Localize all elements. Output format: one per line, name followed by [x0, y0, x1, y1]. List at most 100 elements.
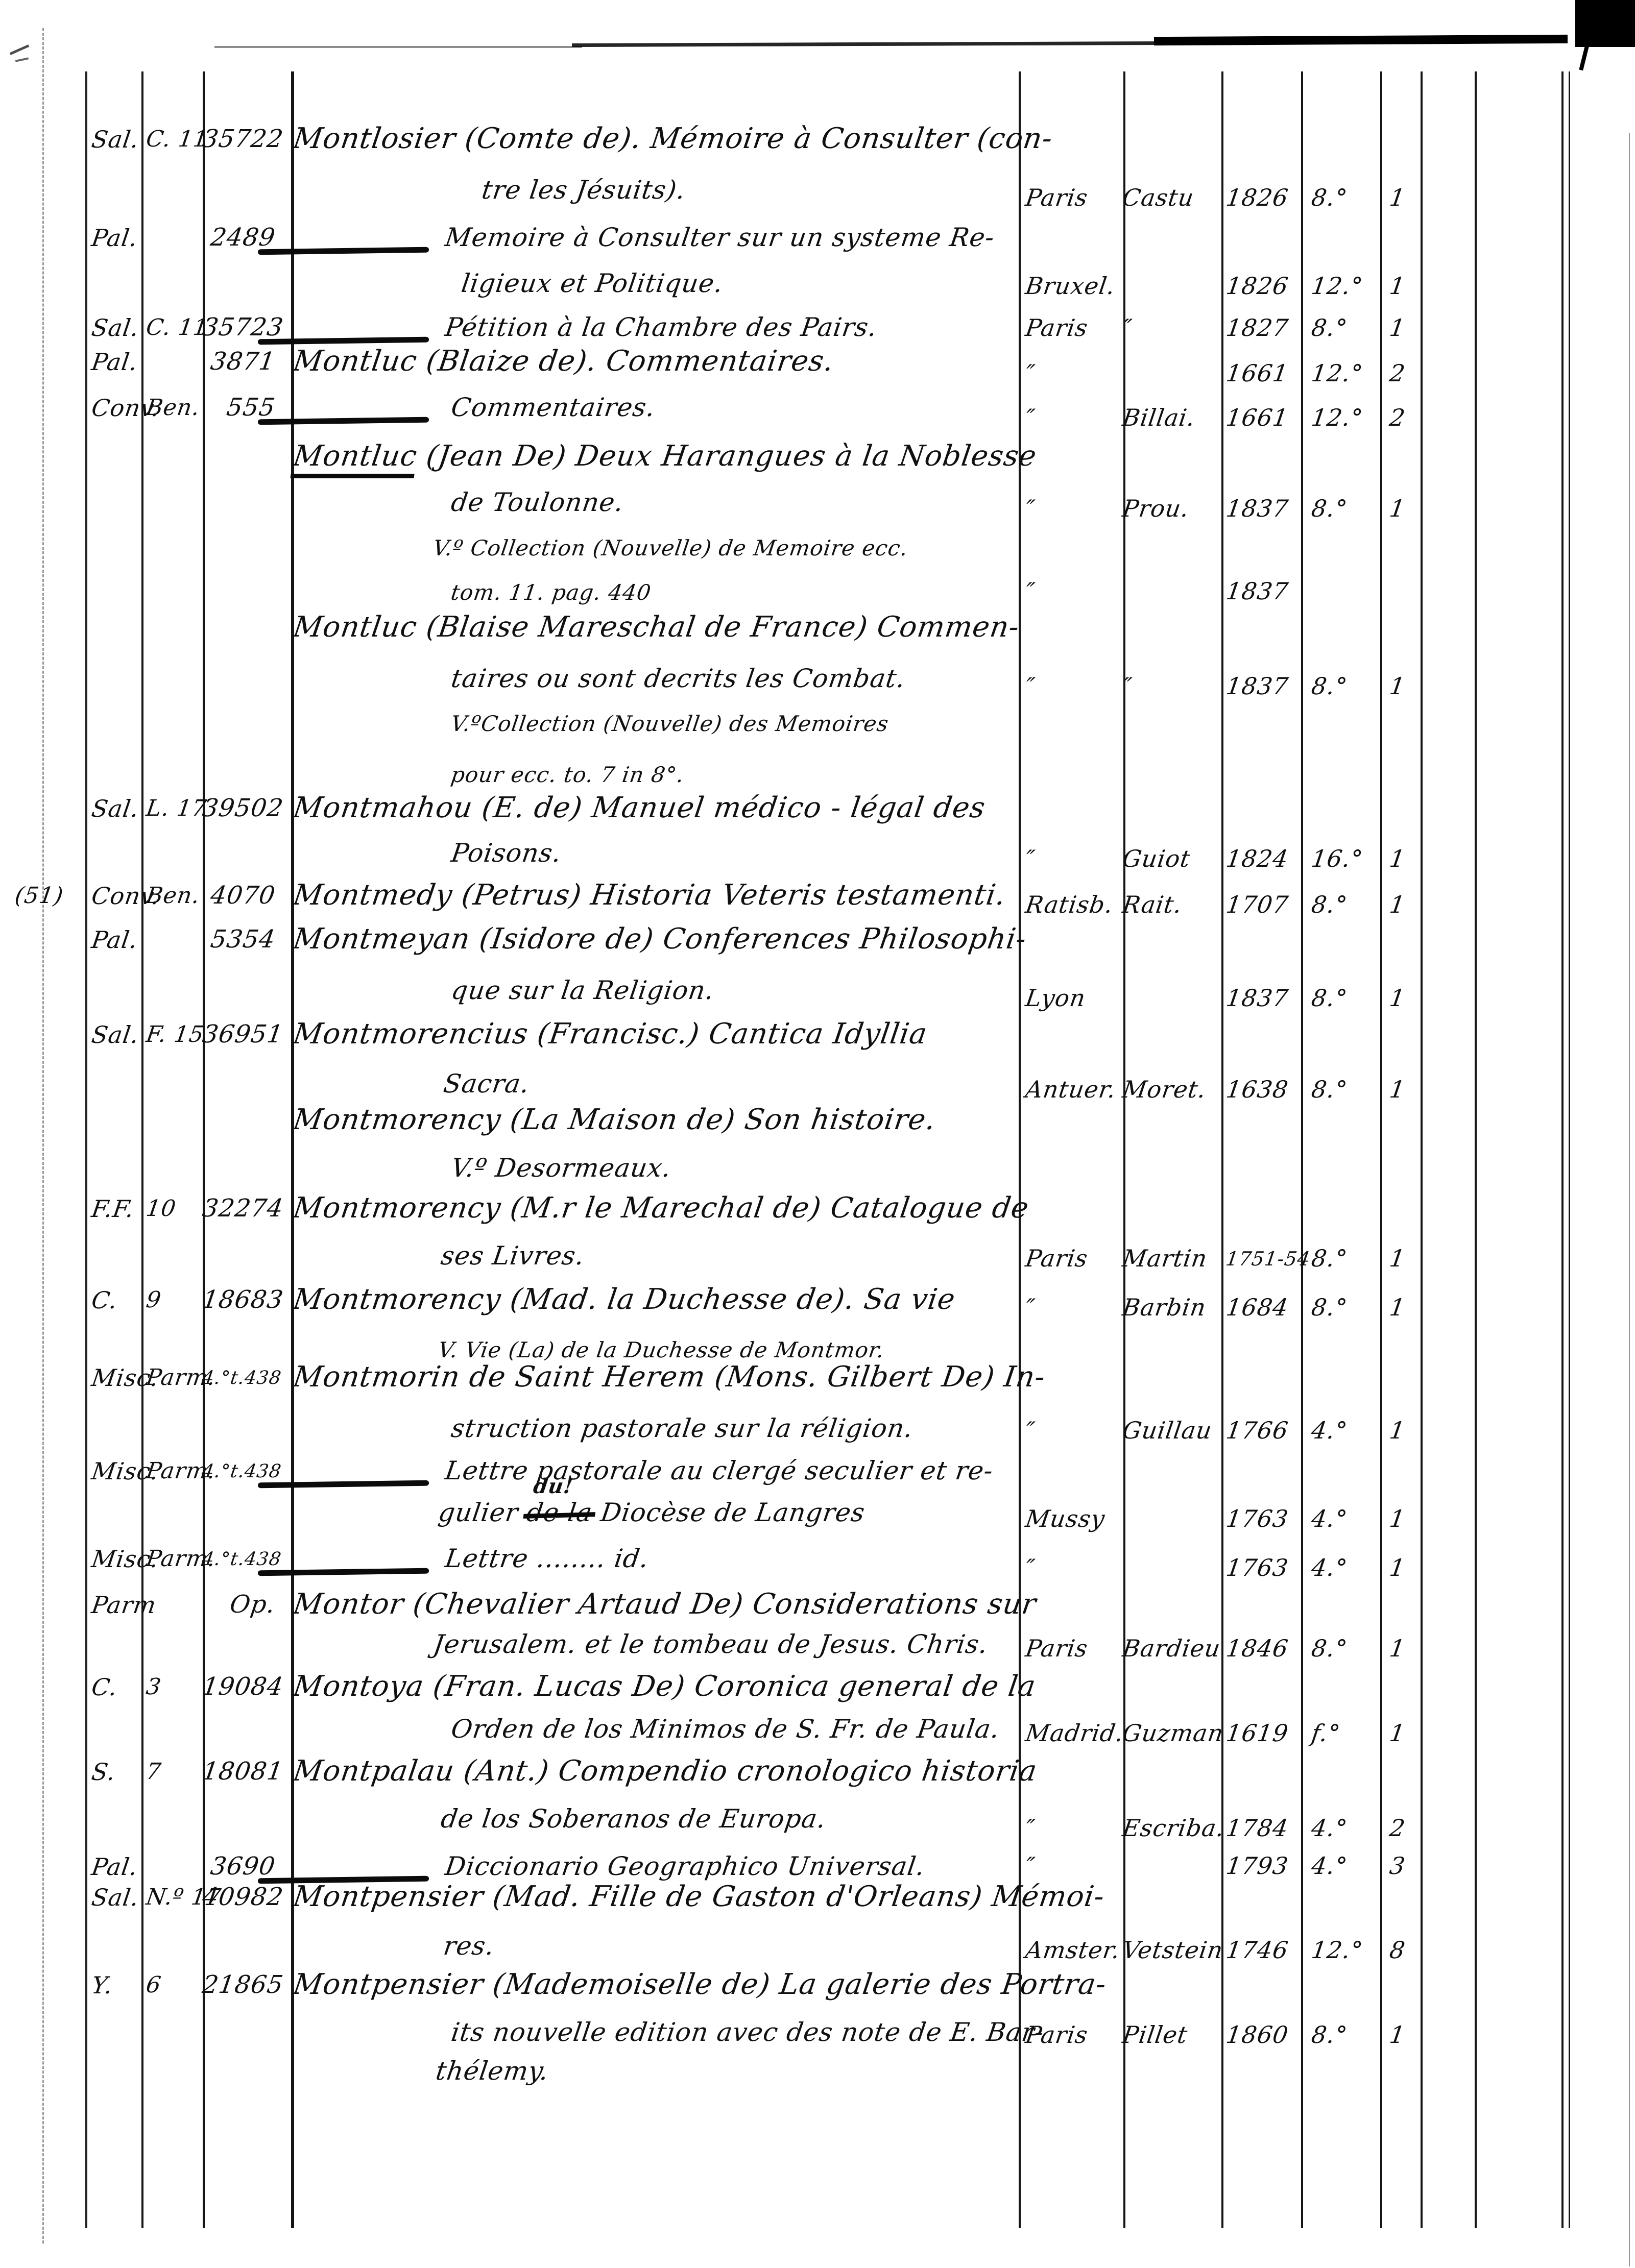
- column-rule: [141, 71, 143, 2228]
- entry-place: Paris: [1024, 1635, 1090, 1662]
- entry-format: 12.°: [1310, 404, 1365, 431]
- entry-place: Paris: [1024, 184, 1090, 211]
- entry-number: 4.°t.438: [201, 1549, 283, 1570]
- entry-title-line: V.ºCollection (Nouvelle) des Memoires: [449, 711, 891, 736]
- entry-year: 1763: [1224, 1554, 1290, 1581]
- entry-number: 35722: [201, 125, 285, 153]
- entry-copies: 1: [1388, 1294, 1407, 1321]
- entry-shelf: 7: [145, 1759, 163, 1785]
- entry-shelf: Ben.: [145, 395, 202, 421]
- entry-publisher: Moret.: [1121, 1076, 1208, 1103]
- entry-place: ″: [1024, 845, 1037, 872]
- entry-number: 3690: [208, 1852, 277, 1881]
- entry-format: 4.°: [1310, 1505, 1350, 1532]
- entry-location: F.F.: [90, 1195, 136, 1223]
- entry-title-line: Lettre ........ id.: [443, 1544, 651, 1573]
- entry-copies: 2: [1388, 1814, 1407, 1842]
- entry-publisher: Vetstein: [1121, 1936, 1225, 1964]
- entry-title-line: Sacra.: [442, 1069, 532, 1099]
- entry-year: 1707: [1224, 891, 1290, 918]
- entry-copies: 1: [1388, 1245, 1407, 1272]
- repeat-author-dash: [257, 247, 429, 255]
- entry-place: Bruxel.: [1024, 272, 1117, 300]
- scan-smear: [571, 41, 1165, 47]
- entry-place: ″: [1024, 1417, 1037, 1444]
- column-rule: [1561, 71, 1564, 2228]
- entry-publisher: ″: [1121, 314, 1134, 342]
- entry-copies: 3: [1388, 1852, 1407, 1880]
- entry-place: ″: [1024, 577, 1037, 605]
- entry-publisher: Prou.: [1121, 495, 1191, 522]
- entry-shelf: 9: [145, 1287, 163, 1313]
- entry-year: 1824: [1224, 845, 1290, 872]
- entry-number: 35723: [201, 313, 285, 342]
- repeat-author-dash: [257, 1568, 429, 1576]
- entry-copies: 1: [1388, 1719, 1407, 1747]
- entry-place: Amster.: [1024, 1936, 1122, 1964]
- entry-place: Madrid.: [1024, 1719, 1126, 1747]
- entry-number: 5354: [208, 925, 277, 954]
- entry-shelf: 6: [145, 1972, 163, 1998]
- entry-place: Paris: [1024, 314, 1090, 342]
- entry-title-line: Montluc (Blaise Mareschal de France) Com…: [291, 611, 1022, 644]
- entry-location: Pal.: [90, 224, 140, 252]
- entry-number: 18683: [201, 1285, 285, 1314]
- entry-number: 3871: [208, 347, 277, 376]
- entry-title-line: Jerusalem. et le tombeau de Jesus. Chris…: [431, 1629, 990, 1659]
- entry-title-line: Montpensier (Mad. Fille de Gaston d'Orle…: [291, 1880, 1107, 1913]
- entry-place: ″: [1024, 404, 1037, 431]
- entry-year: 1837: [1224, 495, 1290, 522]
- entry-copies: 2: [1388, 359, 1407, 387]
- entry-title-line: V.º Collection (Nouvelle) de Memoire ecc…: [431, 535, 910, 560]
- entry-title-line: Montluc (Jean De) Deux Harangues à la No…: [290, 440, 1039, 478]
- entry-title-line: V. Vie (La) de la Duchesse de Montmor.: [437, 1337, 886, 1362]
- entry-title-line: ligieux et Politique.: [460, 269, 726, 298]
- entry-copies: 1: [1388, 1417, 1407, 1444]
- column-rule: [203, 71, 205, 2228]
- entry-place: Paris: [1024, 2021, 1090, 2048]
- entry-title-line: Montmeyan (Isidore de) Conferences Philo…: [291, 922, 1029, 956]
- entry-format: 4.°: [1310, 1554, 1350, 1581]
- entry-copies: 1: [1388, 184, 1407, 211]
- entry-copies: 1: [1388, 984, 1407, 1012]
- entry-number: 40982: [201, 1883, 285, 1911]
- scan-blob-tail: [1579, 45, 1589, 71]
- entry-title-line: Montluc (Blaize de). Commentaires.: [291, 345, 836, 378]
- column-rule: [1123, 71, 1125, 2228]
- entry-format: 8.°: [1310, 184, 1350, 211]
- entry-year: 1826: [1224, 184, 1290, 211]
- entry-year: 1746: [1224, 1936, 1290, 1964]
- entry-title-line: thélemy.: [434, 2056, 551, 2086]
- page-edge-line: [1629, 133, 1630, 2266]
- entry-copies: 1: [1388, 1076, 1407, 1103]
- inserted-correction: du!: [532, 1474, 575, 1498]
- entry-number: 21865: [201, 1970, 285, 1999]
- entry-copies: 8: [1388, 1936, 1407, 1964]
- entry-title-line: gulier de la du! Diocèse de Langres: [437, 1474, 867, 1527]
- entry-publisher: Bardieu: [1121, 1635, 1222, 1662]
- entry-place: ″: [1024, 495, 1037, 522]
- entry-place: Antuer.: [1024, 1076, 1118, 1103]
- scan-smear: [1153, 34, 1568, 46]
- entry-title-line: Montoya (Fran. Lucas De) Coronica genera…: [291, 1670, 1038, 1703]
- margin-rule: [42, 28, 44, 2243]
- entry-format: 8.°: [1310, 984, 1350, 1012]
- column-rule: [1221, 71, 1223, 2228]
- entry-shelf: L. 17: [145, 795, 209, 821]
- scan-smear: [214, 46, 582, 48]
- entry-copies: 1: [1388, 845, 1407, 872]
- underlined-author: Montluc: [290, 440, 420, 478]
- entry-shelf: C. 11: [145, 126, 210, 152]
- scan-blob: [1575, 0, 1635, 47]
- entry-year: 1837: [1224, 984, 1290, 1012]
- entry-number: 4070: [208, 881, 277, 910]
- entry-title-line: Montmorency (Mad. la Duchesse de). Sa vi…: [291, 1283, 958, 1316]
- entry-shelf: Ben.: [145, 883, 202, 909]
- column-rule: [85, 71, 87, 2228]
- entry-publisher: Barbin: [1121, 1294, 1208, 1321]
- entry-publisher: Guiot: [1121, 845, 1192, 872]
- entry-title-line: Montmorencius (Francisc.) Cantica Idylli…: [291, 1017, 930, 1051]
- entry-number: 555: [225, 393, 277, 422]
- entry-title-line: Pétition à la Chambre des Pairs.: [443, 312, 879, 342]
